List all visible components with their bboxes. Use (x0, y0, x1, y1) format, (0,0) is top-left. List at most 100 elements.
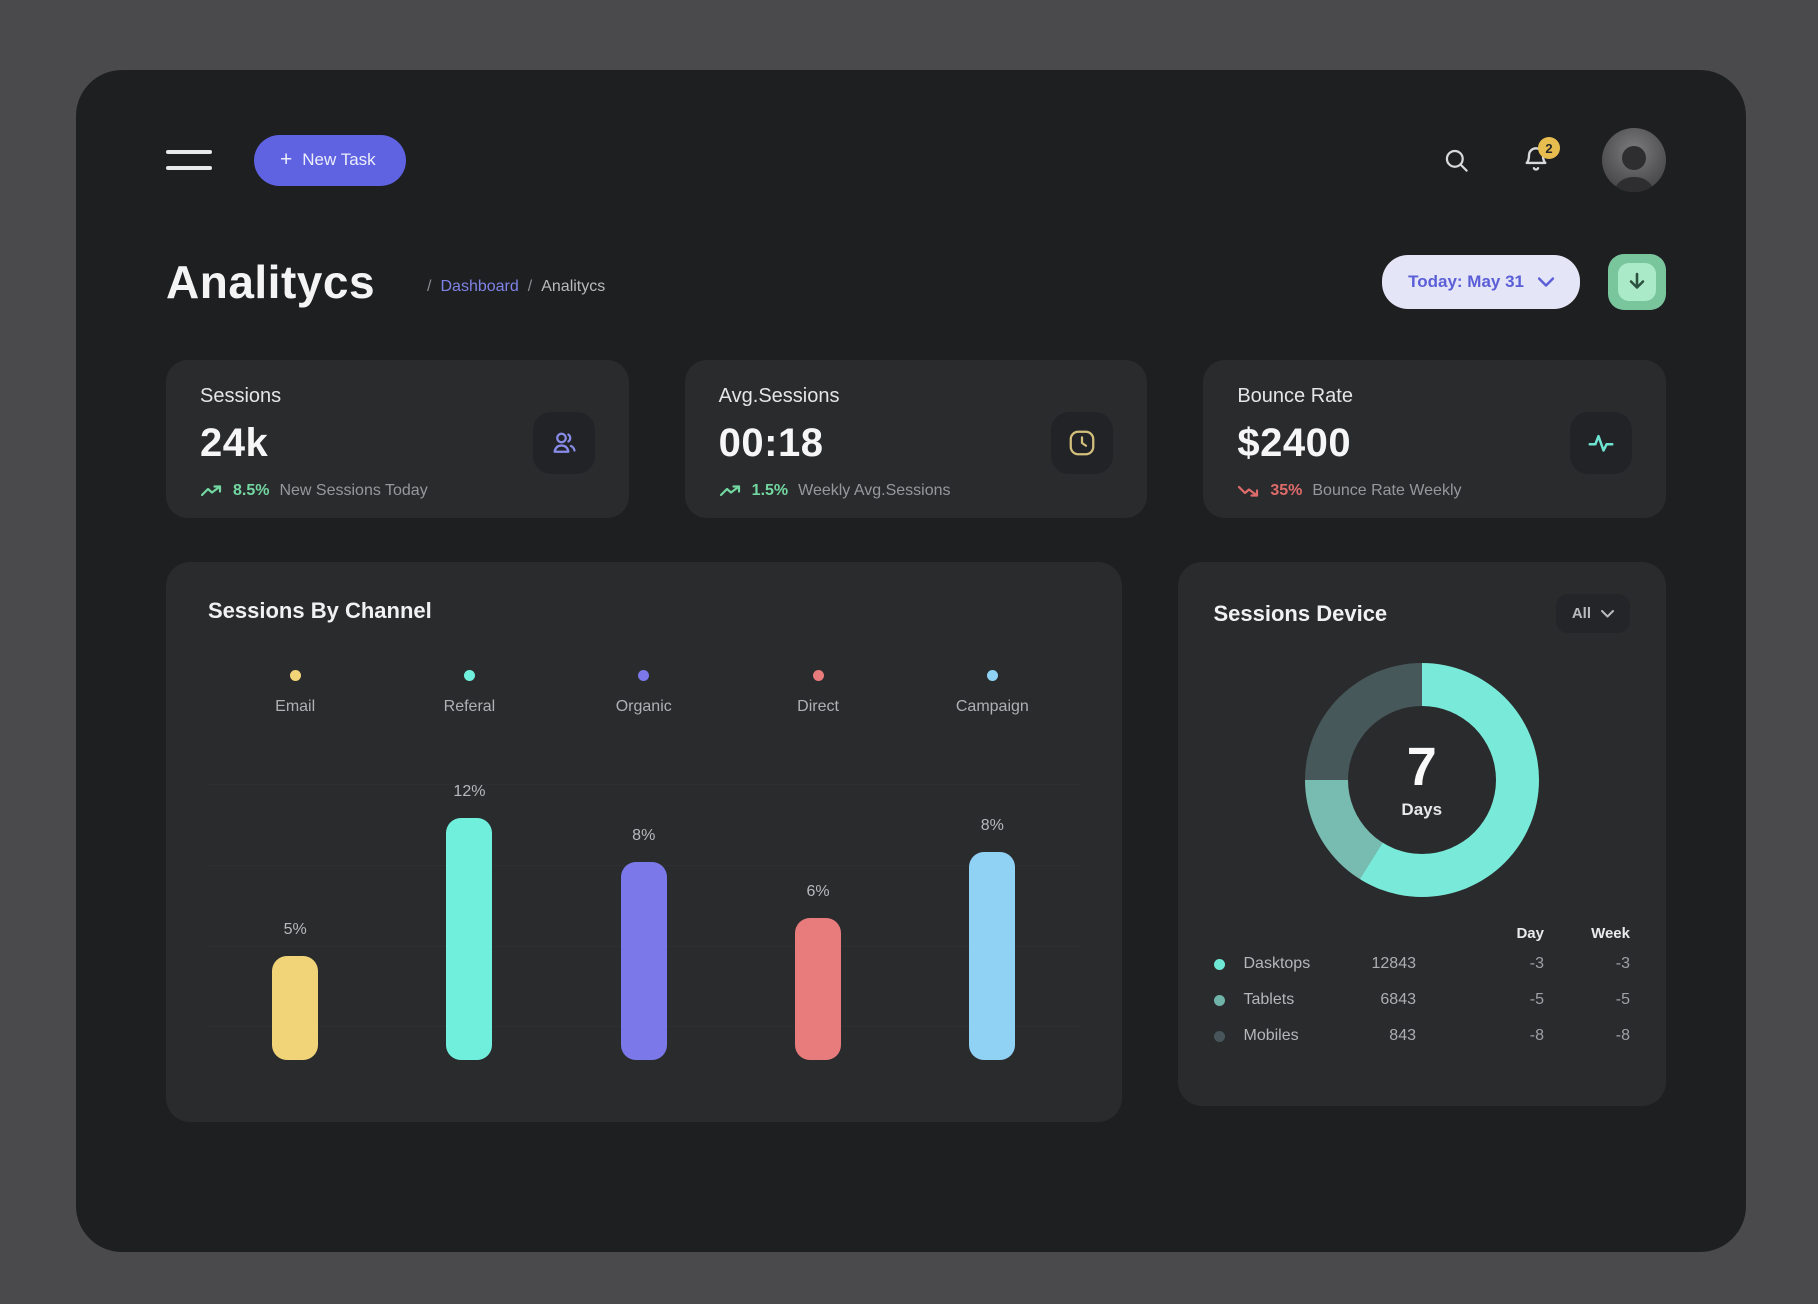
download-icon (1618, 263, 1656, 301)
bar-direct (795, 918, 842, 1060)
legend-label: Direct (797, 698, 839, 715)
device-value: 12843 (1371, 955, 1417, 972)
sessions-by-channel-card: Sessions By Channel Email Referal Organi… (166, 562, 1122, 1122)
device-donut: 7 Days (1304, 663, 1539, 897)
bar-campaign (969, 852, 1016, 1060)
bar-organic (620, 862, 667, 1060)
stat-value: 00:18 (718, 420, 824, 465)
legend-dot (638, 670, 650, 681)
menu-icon[interactable] (166, 148, 214, 172)
search-icon[interactable] (1443, 147, 1470, 174)
bar-value-label: 12% (453, 783, 486, 800)
trend-up-icon (719, 484, 742, 498)
table-header-week: Week (1591, 925, 1630, 942)
legend-label: Campaign (955, 698, 1029, 715)
trend-value: 8.5% (233, 482, 270, 499)
clock-icon (1051, 412, 1114, 474)
device-week-change: -3 (1615, 955, 1630, 972)
bar-value-label: 8% (632, 827, 656, 844)
date-filter-dropdown[interactable]: Today: May 31 (1382, 255, 1580, 309)
legend-label: Organic (615, 698, 672, 715)
top-bar: + New Task 2 (166, 128, 1666, 192)
device-filter-dropdown[interactable]: All (1555, 594, 1630, 633)
breadcrumb-separator: / (527, 278, 533, 295)
legend-item-organic[interactable]: Organic (557, 670, 731, 716)
device-name: Dasktops (1243, 955, 1311, 972)
bar-value-label: 8% (980, 817, 1004, 834)
stat-card: Sessions 24k (166, 360, 629, 518)
device-name: Tablets (1243, 991, 1295, 1008)
table-row: Tablets 6843 -5 -5 (1213, 982, 1630, 1018)
legend-label: Referal (443, 698, 496, 715)
legend-dot (463, 670, 475, 681)
breadcrumb-dashboard-link[interactable]: Dashboard (440, 278, 519, 295)
plus-icon: + (280, 147, 293, 171)
stat-label: Sessions (200, 385, 282, 407)
legend-item-direct[interactable]: Direct (731, 670, 905, 716)
channel-bar-chart: 5% 12% 8% 6% (208, 724, 1080, 1060)
trend-up-icon (200, 484, 223, 498)
legend-dot (289, 670, 301, 681)
trend-description: Weekly Avg.Sessions (798, 482, 951, 499)
legend-dot (986, 670, 998, 681)
donut-center-value: 7 (1406, 737, 1437, 797)
avatar[interactable] (1602, 128, 1666, 192)
new-task-button[interactable]: + New Task (254, 134, 406, 186)
breadcrumb-current: Analitycs (541, 278, 606, 295)
stat-value: 24k (200, 420, 269, 465)
bell-icon[interactable]: 2 (1522, 137, 1560, 174)
download-button[interactable] (1608, 254, 1666, 310)
breadcrumb: / Dashboard / Analitycs (427, 278, 605, 296)
trend-value: 35% (1270, 482, 1303, 499)
stat-card: Bounce Rate $2400 35% (1203, 360, 1667, 518)
stat-label: Bounce Rate (1237, 385, 1353, 407)
chevron-down-icon (1601, 609, 1614, 617)
device-day-change: -3 (1529, 955, 1544, 972)
device-value: 6843 (1380, 991, 1416, 1008)
device-filter-label: All (1571, 605, 1591, 622)
stat-card: Avg.Sessions 00:18 1.5% (684, 360, 1148, 518)
legend-item-email[interactable]: Email (208, 670, 382, 716)
new-task-label: New Task (302, 149, 376, 169)
device-dot (1213, 1030, 1225, 1042)
bar-value-label: 5% (283, 921, 307, 938)
trend-value: 1.5% (751, 482, 789, 499)
device-day-change: -5 (1529, 991, 1544, 1008)
table-row: Dasktops 12843 -3 -3 (1213, 946, 1630, 982)
bar-value-label: 6% (806, 883, 830, 900)
notification-badge: 2 (1538, 137, 1560, 159)
page-title: Analitycs (166, 256, 376, 308)
breadcrumb-separator: / (427, 278, 432, 295)
trend-description: New Sessions Today (279, 482, 428, 499)
bar-email (272, 956, 319, 1060)
sessions-device-card: Sessions Device All 7 Days (1177, 562, 1666, 1106)
stat-value: $2400 (1237, 420, 1352, 465)
device-panel-title: Sessions Device (1213, 600, 1388, 626)
topbar-actions: 2 (1443, 128, 1666, 192)
device-name: Mobiles (1243, 1027, 1299, 1044)
trend-description: Bounce Rate Weekly (1312, 482, 1462, 499)
donut-center: 7 Days (1347, 706, 1496, 854)
device-day-change: -8 (1529, 1027, 1544, 1044)
stat-cards-row: Sessions 24k (166, 360, 1667, 518)
device-week-change: -8 (1615, 1027, 1630, 1044)
donut-center-label: Days (1401, 800, 1443, 819)
legend-label: Email (275, 698, 316, 715)
title-actions: Today: May 31 (1382, 254, 1666, 310)
device-dot (1213, 958, 1225, 970)
trend-down-icon (1237, 484, 1260, 498)
stat-label: Avg.Sessions (718, 385, 840, 407)
bar-referal (446, 818, 493, 1060)
device-dot (1213, 994, 1225, 1006)
chevron-down-icon (1538, 277, 1554, 287)
legend-item-referal[interactable]: Referal (382, 670, 556, 716)
device-table: Day Week Dasktops 12843 -3 -3 Tablets 68… (1213, 923, 1630, 1054)
activity-icon (1570, 412, 1633, 474)
users-icon (532, 412, 595, 474)
legend-item-campaign[interactable]: Campaign (905, 670, 1079, 716)
date-filter-label: Today: May 31 (1408, 272, 1524, 291)
title-row: Analitycs / Dashboard / Analitycs Today:… (166, 254, 1666, 310)
channel-legend: Email Referal Organic Direct (208, 670, 1080, 716)
channel-chart-title: Sessions By Channel (208, 598, 432, 623)
